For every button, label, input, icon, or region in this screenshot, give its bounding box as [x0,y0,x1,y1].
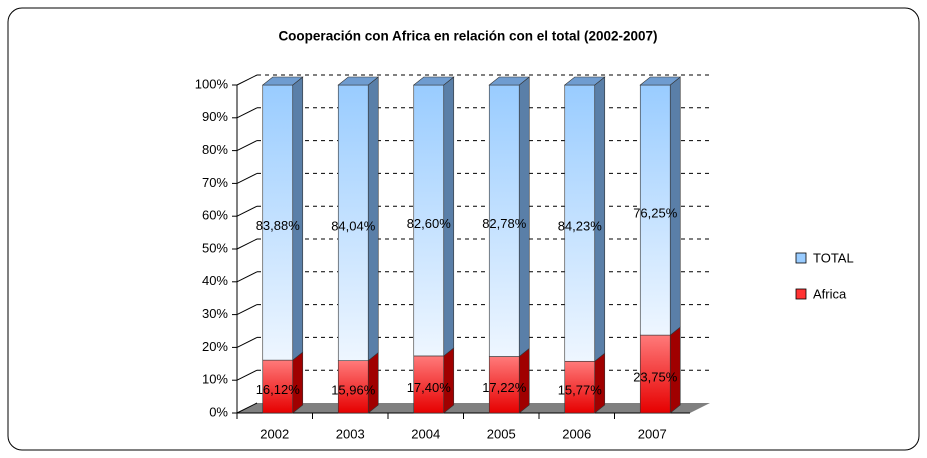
data-label: 17,22% [482,380,527,395]
y-tick-label: 0% [209,404,228,419]
x-tick-label: 2004 [411,426,440,441]
legend-label: TOTAL [813,250,854,265]
bar-segment [413,355,445,414]
grid-line [236,402,258,414]
bar-segment [488,84,520,357]
legend-label: Africa [813,286,847,301]
chart-title: Cooperación con Africa en relación con e… [278,29,657,44]
bar-segment [413,84,445,357]
data-label: 23,75% [633,369,678,384]
data-label: 82,60% [407,216,452,231]
grid-line [236,205,258,217]
grid-line [236,238,258,250]
x-tick-label: 2003 [336,426,365,441]
x-tick-label: 2007 [638,426,667,441]
data-label: 82,78% [482,216,527,231]
bar-segment [564,84,596,362]
data-label: 15,77% [558,383,603,398]
grid-line [236,304,258,316]
legend-swatch [795,288,807,300]
data-label: 15,96% [331,382,376,397]
y-tick-label: 20% [202,339,228,354]
data-label: 17,40% [407,380,452,395]
bar-top [261,76,304,86]
grid-line [236,369,258,381]
x-tick-label: 2006 [562,426,591,441]
grid-line [236,336,258,348]
bar-top [563,76,606,86]
bar-top [639,76,682,86]
y-tick-label: 40% [202,273,228,288]
x-tick-label: 2005 [487,426,516,441]
data-label: 84,04% [331,218,376,233]
chart-border [7,7,920,451]
x-tick-label: 2002 [260,426,289,441]
legend-swatch [795,252,807,264]
bar-top [412,76,455,86]
grid-line [236,140,258,152]
grid-line [236,271,258,283]
grid-line [236,172,258,184]
y-tick-label: 60% [202,208,228,223]
bar-top [337,76,380,86]
floor [237,403,710,413]
grid-line [236,107,258,119]
y-tick-label: 80% [202,142,228,157]
y-tick-label: 30% [202,306,228,321]
bar-segment [337,84,369,361]
data-label: 84,23% [558,219,603,234]
y-tick-label: 50% [202,240,228,255]
data-label: 76,25% [633,205,678,220]
grid-line [236,74,258,86]
data-label: 16,12% [256,382,301,397]
y-tick-label: 10% [202,372,228,387]
y-tick-label: 70% [202,175,228,190]
bar-top [488,76,531,86]
y-tick-label: 100% [195,76,229,91]
data-label: 83,88% [256,218,301,233]
y-tick-label: 90% [202,109,228,124]
bar-segment [262,84,294,361]
